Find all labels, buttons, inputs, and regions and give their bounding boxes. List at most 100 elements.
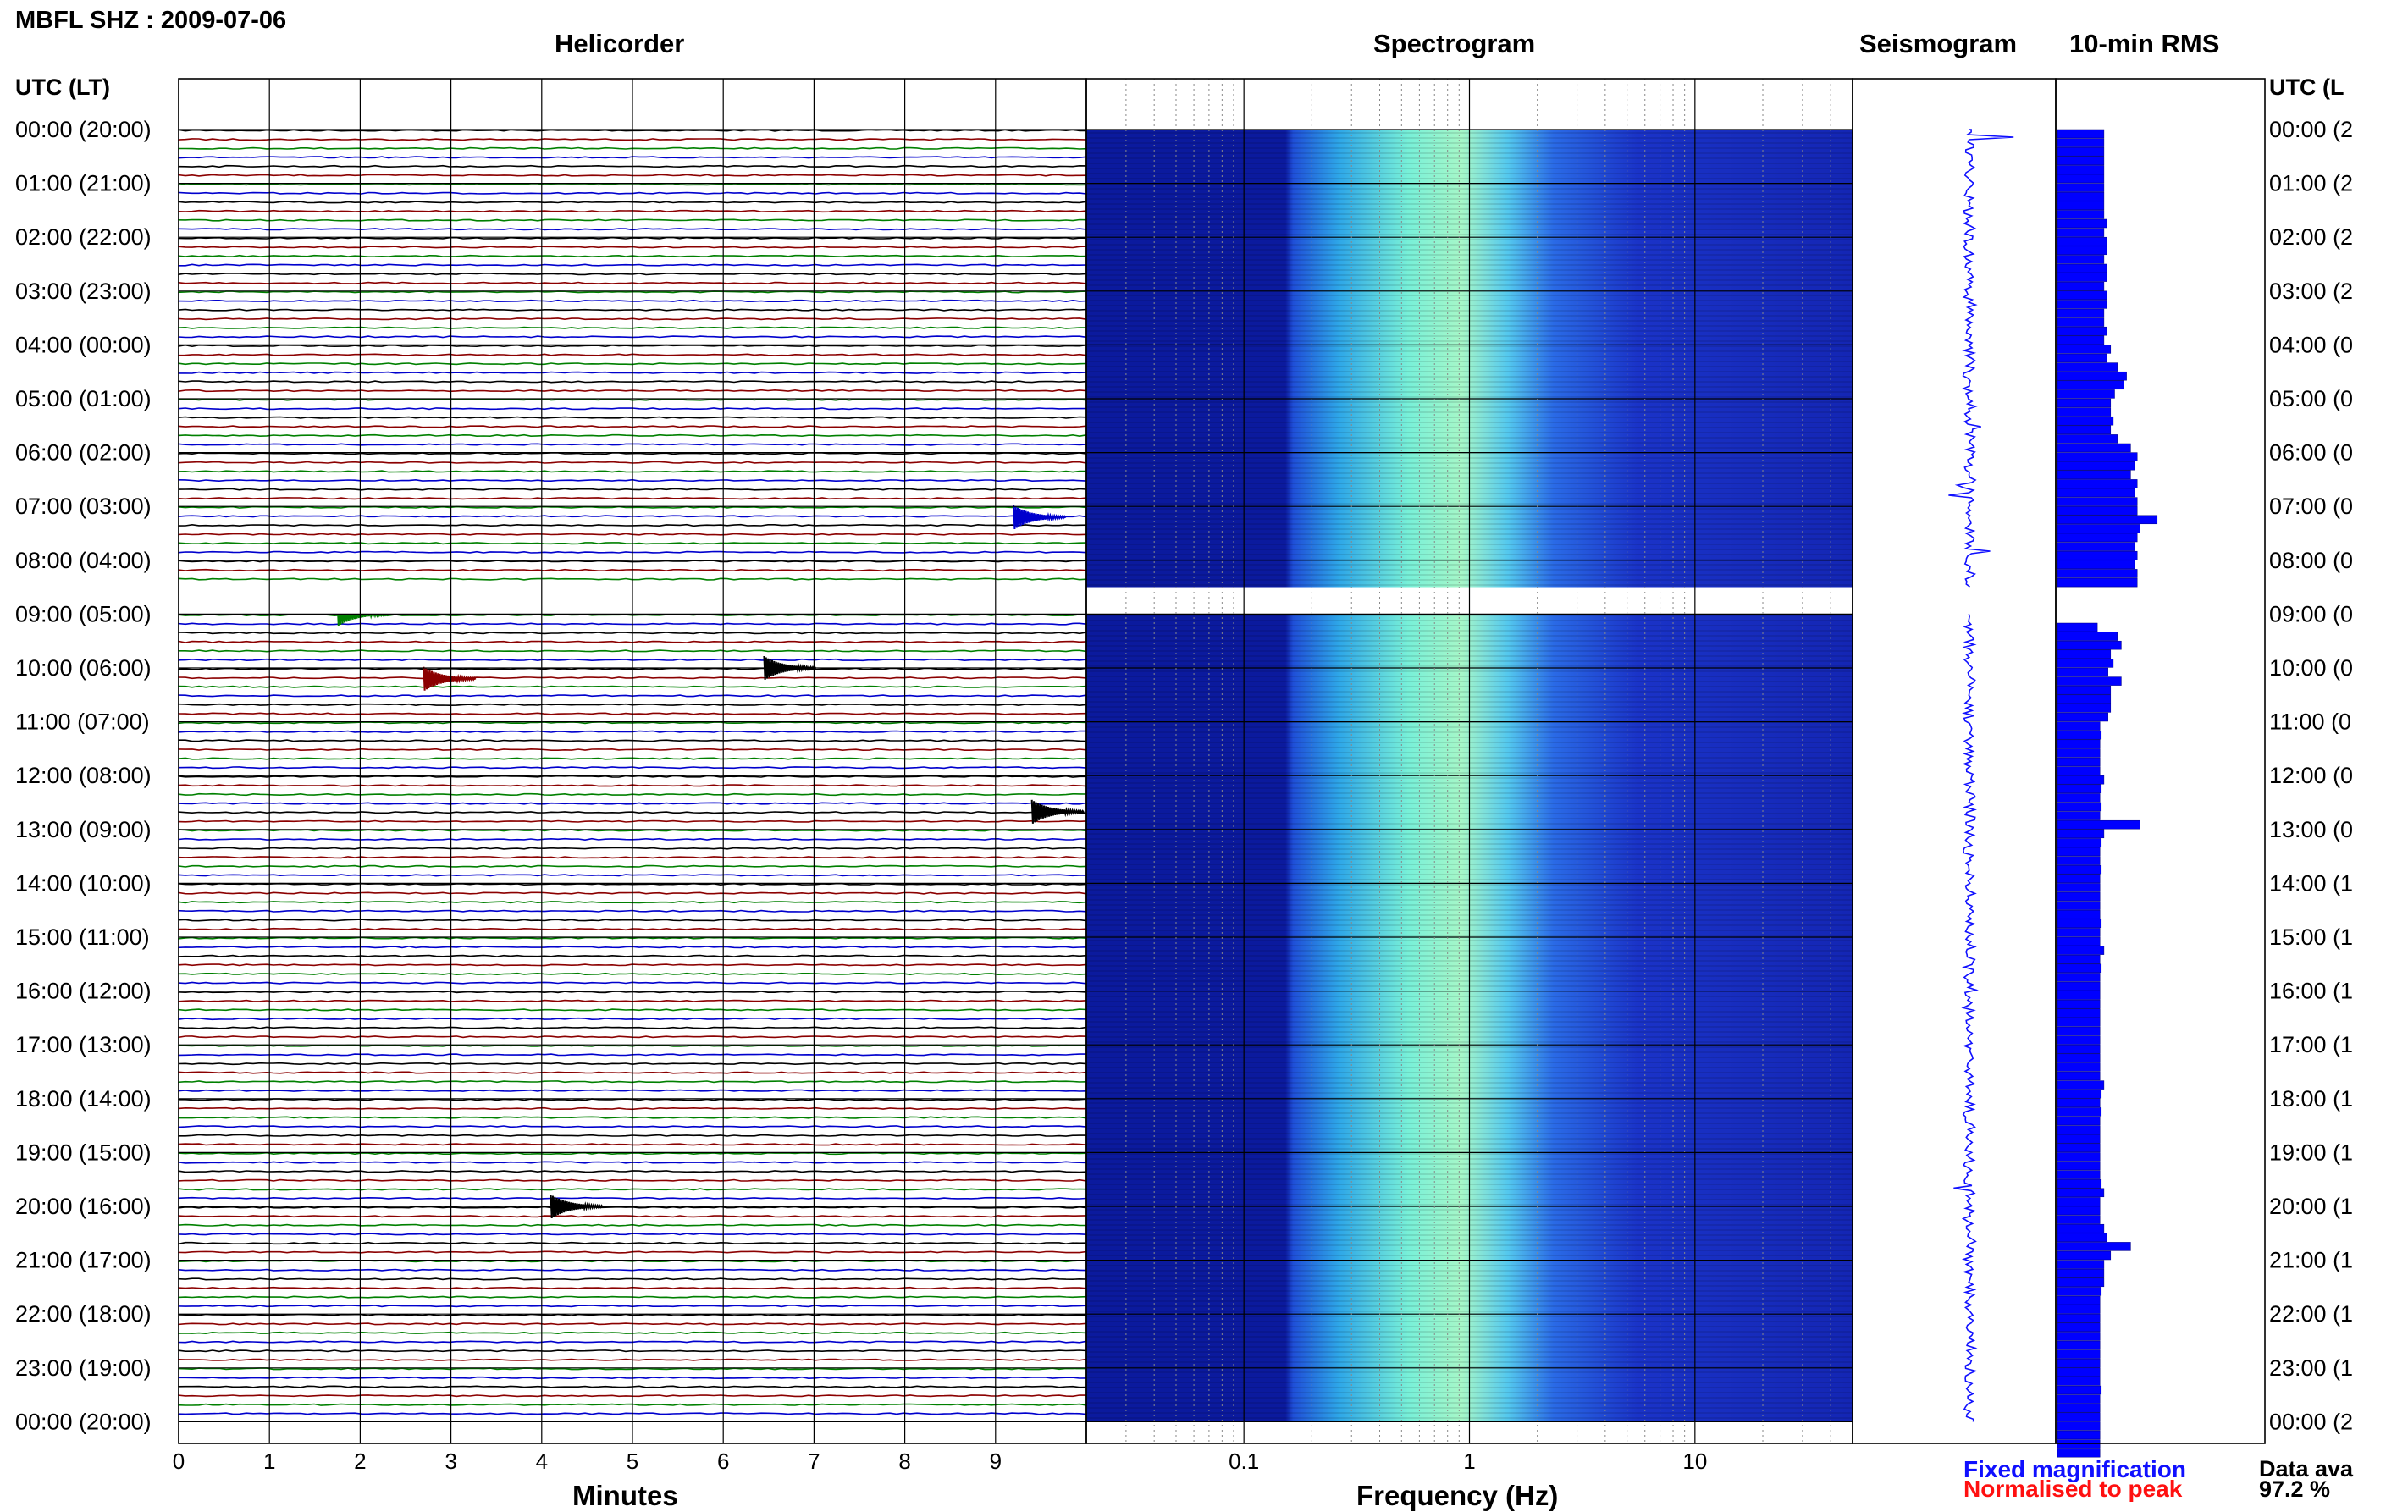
helicorder-trace: [178, 1349, 1087, 1353]
hour-label-left: 08:00 (04:00): [15, 548, 152, 573]
rms-bar: [2057, 1035, 2101, 1045]
hour-label-left: 23:00 (19:00): [15, 1355, 152, 1381]
rms-bar: [2057, 694, 2112, 704]
frequency-tick-label: 0.1: [1229, 1449, 1259, 1474]
rms-bar: [2057, 793, 2101, 803]
rms-bar: [2057, 1250, 2112, 1261]
rms-bar: [2057, 345, 2112, 354]
hour-label-left: 01:00 (21:00): [15, 171, 152, 196]
helicorder-trace: [178, 999, 1087, 1002]
rms-bar: [2057, 174, 2105, 184]
minute-tick-label: 3: [445, 1449, 456, 1474]
rms-bar: [2057, 659, 2114, 668]
helicorder-trace: [178, 847, 1087, 850]
seismogram-title: Seismogram: [1859, 29, 2018, 58]
rms-bar: [2057, 1197, 2101, 1206]
hour-label-left: 05:00 (01:00): [15, 386, 152, 411]
seismogram-trace: [1953, 613, 1979, 1422]
helicorder-trace: [178, 640, 1087, 643]
rms-bar: [2057, 1215, 2101, 1224]
helicorder-trace: [178, 478, 1087, 483]
helicorder-trace: [178, 1188, 1087, 1191]
helicorder-trace: [178, 1143, 1087, 1146]
helicorder-trace: [178, 927, 1087, 931]
helicorder-trace: [178, 685, 1087, 688]
rms-bar: [2057, 281, 2105, 291]
rms-bar: [2057, 829, 2105, 839]
helicorder-trace: [178, 461, 1087, 464]
minute-tick-label: 1: [263, 1449, 275, 1474]
hour-label-left: 12:00 (08:00): [15, 763, 152, 788]
helicorder-trace: [178, 1313, 1087, 1316]
rms-bar: [2057, 1367, 2101, 1377]
rms-bar: [2057, 622, 2098, 632]
rms-bar: [2057, 1071, 2101, 1081]
rms-bar: [2057, 362, 2118, 372]
helicorder-trace: [178, 218, 1087, 222]
helicorder-trace: [178, 1035, 1087, 1039]
rms-bar: [2057, 928, 2101, 937]
helicorder-trace: [178, 730, 1087, 733]
minute-tick-label: 5: [627, 1449, 638, 1474]
rms-bar: [2057, 1412, 2101, 1422]
helicorder-trace: [178, 164, 1087, 168]
minute-tick-label: 6: [717, 1449, 729, 1474]
tick-labels: 00:00 (20:00) 01:00 (21:00) 02:00 (22:00) 0…: [15, 117, 2353, 1474]
rms-bar: [2057, 1394, 2101, 1404]
helicorder-trace: [178, 784, 1087, 787]
rms-bar: [2057, 1161, 2101, 1171]
legend-fixed-magnification: Fixed magnification: [1963, 1456, 2186, 1482]
hour-label-right: 10:00 (0: [2269, 655, 2353, 681]
rms-bar: [2057, 1349, 2101, 1359]
helicorder-trace: [178, 954, 1087, 957]
helicorder-trace: [178, 416, 1087, 419]
hour-label-right: 02:00 (2: [2269, 224, 2353, 250]
helicorder-trace: [178, 254, 1087, 258]
rms-bar: [2057, 389, 2115, 399]
rms-bar: [2057, 649, 2112, 659]
helicorder-trace: [178, 380, 1087, 384]
rms-bar: [2057, 524, 2140, 533]
rms-bar: [2057, 991, 2101, 1000]
hour-label-right: 06:00 (0: [2269, 440, 2353, 466]
data-availability-value: 97.2 %: [2259, 1476, 2331, 1502]
helicorder-trace: [178, 1206, 1087, 1209]
rms-bar: [2057, 335, 2105, 345]
rms-bar: [2057, 802, 2102, 812]
helicorder-xlabel: Minutes: [572, 1480, 678, 1511]
helicorder-trace: [178, 1151, 1087, 1156]
hour-label-left: 22:00 (18:00): [15, 1301, 152, 1327]
helicorder-trace: [178, 694, 1087, 698]
rms-bar: [2057, 1116, 2101, 1126]
helicorder-trace: [178, 1106, 1086, 1111]
rms-bar: [2057, 308, 2105, 318]
helicorder-trace: [178, 1017, 1087, 1021]
helicorder-trace: [178, 1412, 1087, 1415]
helicorder-trace: [178, 191, 1087, 195]
hour-label-left: 14:00 (10:00): [15, 870, 152, 896]
hour-label-right: 11:00 (0: [2269, 709, 2351, 735]
hour-label-right: 17:00 (1: [2269, 1032, 2353, 1057]
rms-bar: [2057, 640, 2122, 650]
rms-bar: [2057, 775, 2105, 785]
helicorder-trace: [178, 1161, 1087, 1164]
hour-label-left: 21:00 (17:00): [15, 1248, 152, 1273]
rms-bar: [2057, 1377, 2101, 1386]
minute-tick-label: 8: [898, 1449, 910, 1474]
hour-label-right: 23:00 (1: [2269, 1355, 2353, 1381]
rms-bars: [2057, 129, 2158, 1458]
helicorder-trace: [178, 398, 1087, 401]
helicorder-trace: [178, 1008, 1087, 1012]
rms-bar: [2057, 1188, 2105, 1198]
rms-bar: [2057, 730, 2102, 740]
helicorder-trace: [178, 1286, 1087, 1290]
rms-bar: [2057, 371, 2127, 381]
rms-bar: [2057, 1080, 2105, 1090]
rms-bar: [2057, 407, 2112, 417]
hour-label-right: 18:00 (1: [2269, 1086, 2353, 1112]
rms-bar: [2057, 838, 2102, 847]
rms-bar: [2057, 1313, 2101, 1323]
rms-bar: [2057, 1044, 2101, 1054]
helicorder-trace: [178, 1367, 1087, 1371]
helicorder-trace: [178, 425, 1087, 428]
